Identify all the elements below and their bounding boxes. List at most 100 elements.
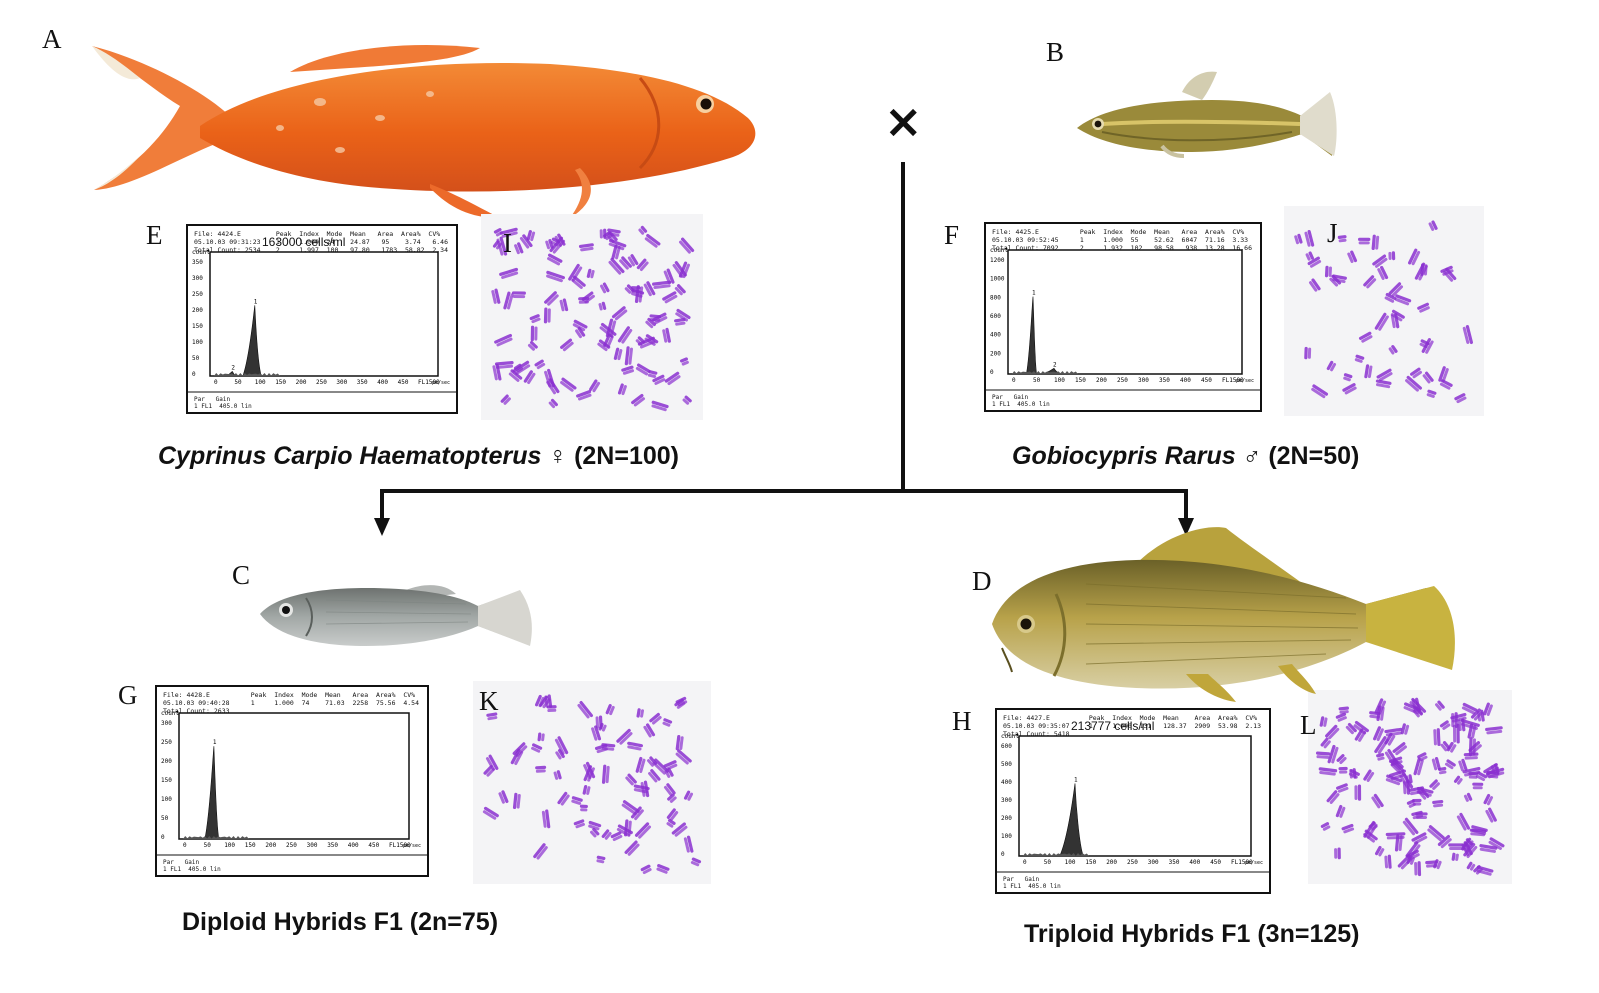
- chromosome: [1363, 769, 1375, 782]
- chromosome: [1403, 702, 1422, 715]
- chromosome: [682, 395, 692, 405]
- chromosome: [526, 230, 536, 242]
- chromosome: [683, 835, 694, 853]
- chromosome: [1376, 705, 1385, 722]
- chromosome: [581, 291, 595, 304]
- panel-label-E: E: [146, 220, 163, 250]
- chromosome: [636, 258, 649, 271]
- caption-parent-female: Cyprinus Carpio Haematopterus ♀ (2N=100): [158, 442, 679, 471]
- histogram-header-right: Peak Index Mode Mean Area Area% CV% 1 1.…: [275, 230, 448, 254]
- chromosome: [1406, 799, 1416, 808]
- chromosome: [1336, 754, 1347, 765]
- chromosome: [1463, 752, 1479, 760]
- chromosome: [1338, 766, 1348, 774]
- y-tick-label: 100: [1001, 833, 1012, 840]
- x-tick-label: 250: [316, 379, 327, 386]
- y-tick-label: 200: [192, 307, 203, 314]
- chromosome: [1440, 265, 1454, 276]
- chromosome: [531, 743, 543, 753]
- chromosome: [1353, 720, 1369, 735]
- chromosome: [594, 743, 608, 754]
- chromosome: [546, 270, 565, 283]
- karyotype-I: [481, 214, 703, 420]
- chromosome: [616, 728, 633, 745]
- chromosome: [1429, 779, 1440, 790]
- chromosome: [1462, 766, 1481, 777]
- x-tick-label: 200: [1106, 859, 1117, 866]
- x-tick-label: FL1500: [418, 379, 440, 386]
- x-tick-label: 450: [1201, 377, 1212, 384]
- y-tick-label: 200: [161, 758, 172, 765]
- female-chromosome-count: ♀ (2N=100): [541, 442, 679, 470]
- chromosome: [1315, 751, 1331, 759]
- y-tick-label: 0: [990, 369, 994, 376]
- chromosome: [679, 237, 695, 254]
- chromosome: [499, 267, 519, 279]
- caption-parent-male: Gobiocypris Rarus ♂ (2N=50): [1012, 442, 1359, 471]
- y-tick-label: 250: [192, 291, 203, 298]
- chromosome: [1335, 712, 1347, 722]
- chromosome: [1354, 354, 1365, 363]
- chromosome: [554, 736, 569, 755]
- chromosome: [1428, 220, 1438, 231]
- chromosome: [636, 708, 644, 718]
- chromosome: [1325, 724, 1340, 740]
- chromosome: [644, 233, 661, 248]
- chromosome-spread: [1315, 697, 1505, 877]
- chromosome: [492, 240, 502, 250]
- chromosome: [543, 307, 551, 324]
- chromosome: [621, 365, 634, 375]
- chromosome: [491, 288, 501, 304]
- histogram-H: File: 4427.E 05.10.03 09:35:07 Total Cou…: [995, 708, 1271, 894]
- y-tick-label: 200: [990, 350, 1001, 357]
- x-tick-label: 50: [1033, 377, 1041, 384]
- histogram-header-right: Peak Index Mode Mean Area Area% CV% 1 1.…: [250, 691, 419, 707]
- y-tick-label: 50: [192, 355, 200, 362]
- peak-label: 2: [231, 364, 235, 371]
- chromosome: [512, 792, 521, 810]
- peak-label: 1: [254, 298, 258, 305]
- chromosome: [1413, 757, 1424, 776]
- chromosome: [583, 765, 595, 782]
- y-tick-label: 600: [1001, 743, 1012, 750]
- chromosome: [647, 756, 658, 767]
- histogram-noise: [1023, 853, 1089, 856]
- chromosome: [508, 369, 523, 382]
- x-tick-label: 450: [368, 842, 379, 849]
- panel-label-L: L: [1300, 710, 1317, 740]
- chromosome: [1385, 774, 1403, 786]
- chromosome: [1483, 793, 1494, 806]
- chromosome: [1375, 845, 1385, 857]
- y-tick-label: 800: [990, 294, 1001, 301]
- chromosome: [1462, 325, 1473, 345]
- chromosome: [1327, 744, 1339, 764]
- panel-label-C: C: [232, 560, 251, 590]
- chromosome: [1384, 292, 1397, 303]
- y-tick-label: 0: [1001, 851, 1005, 858]
- caption-triploid: Triploid Hybrids F1 (3n=125): [1024, 920, 1360, 948]
- chromosome: [1425, 860, 1438, 868]
- chromosome-spread: [491, 225, 695, 412]
- chromosome: [630, 806, 644, 821]
- x-axis-unit: pe/sec: [1236, 378, 1254, 384]
- chromosome: [616, 824, 633, 837]
- peak-label: 1: [1074, 776, 1078, 783]
- chromosome: [598, 722, 607, 732]
- plot-frame: [1007, 249, 1243, 375]
- x-tick-label: 200: [296, 379, 307, 386]
- chromosome: [1338, 706, 1349, 714]
- chromosome: [1373, 726, 1384, 742]
- chromosome: [1453, 775, 1463, 785]
- chromosome: [1326, 790, 1340, 804]
- chromosome: [1415, 812, 1428, 820]
- chromosome: [600, 282, 610, 294]
- x-tick-label: 400: [377, 379, 388, 386]
- chromosome: [545, 239, 554, 250]
- panel-label-G: G: [118, 680, 138, 710]
- x-tick-label: FL1500: [389, 842, 411, 849]
- chromosome: [482, 806, 499, 820]
- chromosome: [1479, 844, 1498, 853]
- chromosome: [674, 284, 686, 296]
- chromosome: [1363, 275, 1377, 289]
- chromosome: [1451, 852, 1459, 861]
